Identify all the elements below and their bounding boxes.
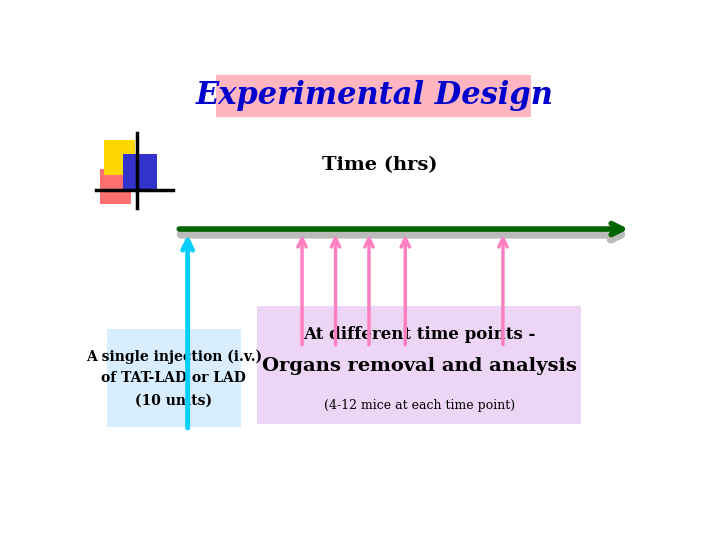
Text: (10 units): (10 units) — [135, 394, 212, 408]
Bar — [124, 154, 157, 192]
Text: (4-12 mice at each time point): (4-12 mice at each time point) — [324, 399, 515, 412]
Text: of TAT-LAD or LAD: of TAT-LAD or LAD — [102, 370, 246, 384]
FancyBboxPatch shape — [258, 306, 581, 424]
Text: Time (hrs): Time (hrs) — [323, 156, 438, 173]
Bar — [100, 168, 131, 204]
FancyBboxPatch shape — [107, 329, 240, 427]
FancyBboxPatch shape — [215, 75, 531, 117]
Bar — [104, 140, 135, 175]
Text: Experimental Design: Experimental Design — [196, 80, 554, 111]
Text: At different time points -: At different time points - — [303, 326, 536, 343]
Text: A single injection (i.v.): A single injection (i.v.) — [86, 350, 262, 364]
Text: Organs removal and analysis: Organs removal and analysis — [262, 357, 577, 375]
